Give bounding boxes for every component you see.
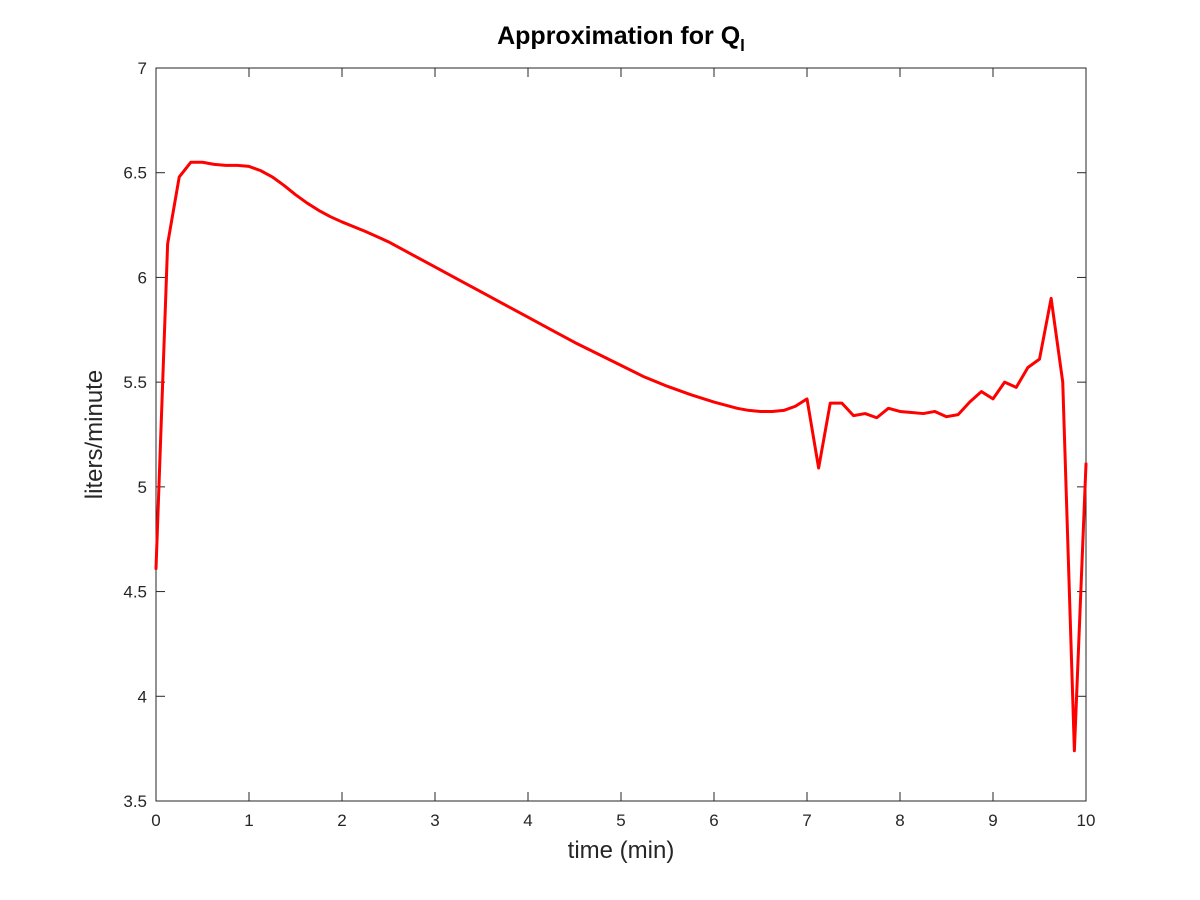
chart-title-text: Approximation for Ql	[497, 22, 745, 55]
x-tick-label: 4	[523, 811, 532, 830]
x-tick-label: 10	[1077, 811, 1096, 830]
chart-title-main: Approximation for Q	[497, 22, 740, 50]
x-tick-label: 0	[151, 811, 160, 830]
x-axis-ticks: 0 1 2 3 4 5 6 7 8 9 10	[151, 68, 1095, 830]
plot-area	[155, 67, 1087, 802]
y-tick-label: 3.5	[123, 792, 147, 811]
y-tick-label: 4.5	[123, 583, 147, 602]
x-tick-label: 1	[244, 811, 253, 830]
series-line-0	[154, 160, 1088, 753]
y-tick-label: 5	[138, 478, 147, 497]
x-tick-label: 7	[802, 811, 811, 830]
y-tick-label: 6	[138, 268, 147, 287]
x-axis-label: time (min)	[568, 837, 675, 864]
x-tick-label: 3	[430, 811, 439, 830]
x-tick-label: 5	[616, 811, 625, 830]
y-tick-label: 4	[138, 687, 147, 706]
y-tick-label: 6.5	[123, 164, 147, 183]
y-axis-label: liters/minute	[81, 370, 108, 499]
y-tick-label: 7	[138, 59, 147, 78]
x-tick-label: 2	[337, 811, 346, 830]
series-layer	[154, 160, 1088, 753]
chart-title: Approximation for Ql	[497, 22, 745, 55]
x-tick-label: 9	[988, 811, 997, 830]
plot-frame	[155, 67, 1087, 802]
chart-title-subscript: l	[740, 36, 745, 55]
y-axis-ticks: 3.5 4 4.5 5 5.5 6 6.5 7	[123, 59, 1086, 811]
y-tick-label: 5.5	[123, 373, 147, 392]
x-tick-label: 6	[709, 811, 718, 830]
x-tick-label: 8	[895, 811, 904, 830]
